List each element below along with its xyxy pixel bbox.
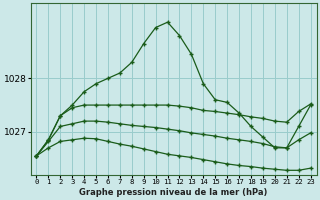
- X-axis label: Graphe pression niveau de la mer (hPa): Graphe pression niveau de la mer (hPa): [79, 188, 268, 197]
